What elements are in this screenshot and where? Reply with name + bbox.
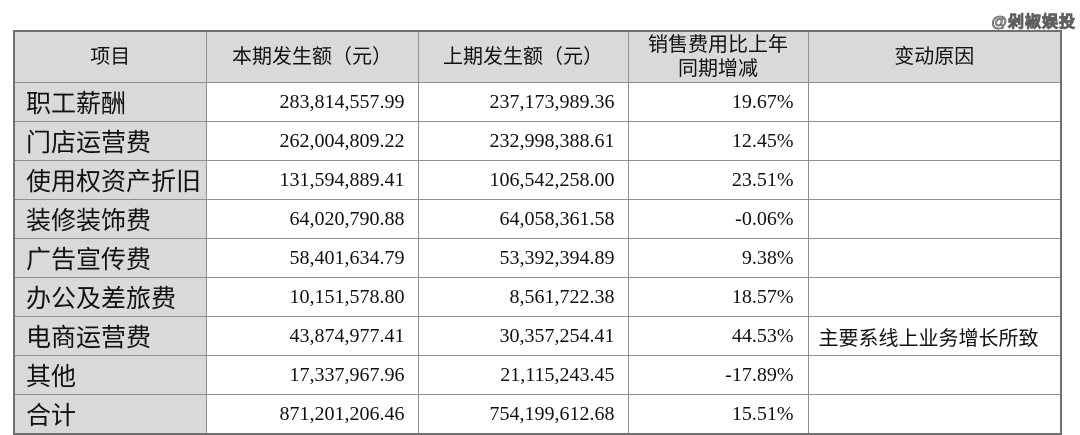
cell-change: 44.53% <box>627 316 809 356</box>
cell-item: 合计 <box>13 394 207 435</box>
cell-reason <box>807 238 1062 278</box>
cell-change: 18.57% <box>627 277 809 317</box>
cell-item: 其他 <box>13 355 207 395</box>
cell-current: 262,004,809.22 <box>205 121 419 161</box>
header-current-amount: 本期发生额（元） <box>205 30 419 83</box>
cell-change: -0.06% <box>627 199 809 239</box>
cell-current: 64,020,790.88 <box>205 199 419 239</box>
cell-item: 门店运营费 <box>13 121 207 161</box>
cell-item: 电商运营费 <box>13 316 207 356</box>
cell-current: 871,201,206.46 <box>205 394 419 435</box>
table-row: 广告宣传费 58,401,634.79 53,392,394.89 9.38% <box>13 238 1062 278</box>
cell-change: 19.67% <box>627 82 809 122</box>
cell-prior: 64,058,361.58 <box>417 199 629 239</box>
cell-item: 广告宣传费 <box>13 238 207 278</box>
cell-item: 职工薪酬 <box>13 82 207 122</box>
cell-prior: 754,199,612.68 <box>417 394 629 435</box>
cell-reason <box>807 394 1062 435</box>
cell-reason <box>807 160 1062 200</box>
expense-table: 项目 本期发生额（元） 上期发生额（元） 销售费用比上年 同期增减 变动原因 职… <box>13 30 1062 435</box>
cell-change: 12.45% <box>627 121 809 161</box>
table-header: 项目 本期发生额（元） 上期发生额（元） 销售费用比上年 同期增减 变动原因 <box>13 30 1062 83</box>
header-change-reason: 变动原因 <box>807 30 1062 83</box>
cell-change: 9.38% <box>627 238 809 278</box>
cell-reason <box>807 355 1062 395</box>
table-row: 门店运营费 262,004,809.22 232,998,388.61 12.4… <box>13 121 1062 161</box>
cell-change: -17.89% <box>627 355 809 395</box>
table-row: 装修装饰费 64,020,790.88 64,058,361.58 -0.06% <box>13 199 1062 239</box>
cell-change: 23.51% <box>627 160 809 200</box>
cell-prior: 30,357,254.41 <box>417 316 629 356</box>
cell-reason: 主要系线上业务增长所致 <box>807 316 1062 356</box>
table-row: 电商运营费 43,874,977.41 30,357,254.41 44.53%… <box>13 316 1062 356</box>
cell-item: 办公及差旅费 <box>13 277 207 317</box>
cell-reason <box>807 121 1062 161</box>
cell-prior: 106,542,258.00 <box>417 160 629 200</box>
header-row: 项目 本期发生额（元） 上期发生额（元） 销售费用比上年 同期增减 变动原因 <box>13 30 1062 83</box>
cell-reason <box>807 199 1062 239</box>
header-prior-amount: 上期发生额（元） <box>417 30 629 83</box>
table-row: 办公及差旅费 10,151,578.80 8,561,722.38 18.57% <box>13 277 1062 317</box>
cell-current: 131,594,889.41 <box>205 160 419 200</box>
cell-current: 17,337,967.96 <box>205 355 419 395</box>
watermark: @剁椒娱投 <box>991 14 1076 32</box>
cell-current: 283,814,557.99 <box>205 82 419 122</box>
table-body: 职工薪酬 283,814,557.99 237,173,989.36 19.67… <box>13 82 1062 435</box>
cell-prior: 21,115,243.45 <box>417 355 629 395</box>
header-change-percent: 销售费用比上年 同期增减 <box>627 30 809 83</box>
table-row: 其他 17,337,967.96 21,115,243.45 -17.89% <box>13 355 1062 395</box>
cell-prior: 53,392,394.89 <box>417 238 629 278</box>
cell-prior: 237,173,989.36 <box>417 82 629 122</box>
header-item: 项目 <box>13 30 207 83</box>
table-row: 使用权资产折旧 131,594,889.41 106,542,258.00 23… <box>13 160 1062 200</box>
cell-prior: 8,561,722.38 <box>417 277 629 317</box>
table-row: 职工薪酬 283,814,557.99 237,173,989.36 19.67… <box>13 82 1062 122</box>
cell-current: 43,874,977.41 <box>205 316 419 356</box>
cell-prior: 232,998,388.61 <box>417 121 629 161</box>
cell-item: 装修装饰费 <box>13 199 207 239</box>
cell-current: 10,151,578.80 <box>205 277 419 317</box>
table-row: 合计 871,201,206.46 754,199,612.68 15.51% <box>13 394 1062 435</box>
cell-change: 15.51% <box>627 394 809 435</box>
cell-item: 使用权资产折旧 <box>13 160 207 200</box>
cell-current: 58,401,634.79 <box>205 238 419 278</box>
cell-reason <box>807 277 1062 317</box>
cell-reason <box>807 82 1062 122</box>
